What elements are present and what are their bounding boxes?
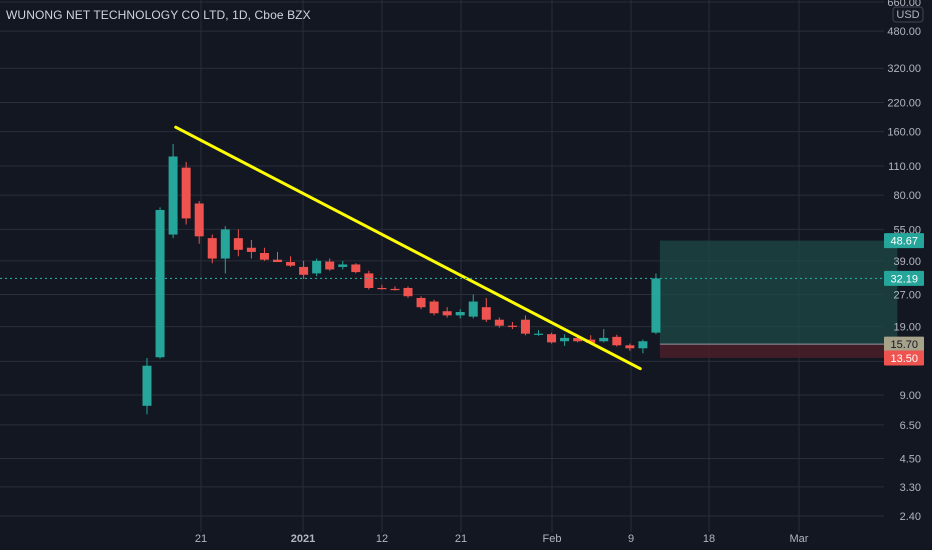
candle-body bbox=[194, 203, 204, 237]
time-tick-label: 21 bbox=[195, 533, 207, 545]
price-tag-bg bbox=[884, 270, 924, 286]
price-tag-label: 48.67 bbox=[890, 236, 918, 248]
candle-body bbox=[207, 238, 217, 259]
price-tag-label: 15.70 bbox=[890, 339, 918, 351]
price-tick-label: 480.00 bbox=[887, 26, 921, 38]
candle-body bbox=[599, 337, 609, 342]
price-tick-label: 9.00 bbox=[900, 390, 921, 402]
time-tick-label: 21 bbox=[455, 533, 467, 545]
time-tick-label: 9 bbox=[628, 533, 634, 545]
candle-body bbox=[233, 238, 243, 250]
candle-body bbox=[273, 259, 282, 263]
candle-body bbox=[468, 301, 478, 317]
price-tick-label: 220.00 bbox=[887, 98, 921, 110]
time-axis[interactable]: 21 2021 12 21 Feb 9 18 Mar bbox=[195, 533, 809, 545]
price-tag: 48.67 bbox=[884, 233, 924, 249]
time-tick-label: 2021 bbox=[291, 533, 315, 545]
candle-body bbox=[416, 297, 426, 308]
price-tag-bg bbox=[884, 350, 924, 366]
time-tick-label: Feb bbox=[543, 533, 562, 545]
price-tag-bg bbox=[884, 233, 924, 249]
price-tag-bg bbox=[884, 336, 924, 352]
currency-badge[interactable]: USD bbox=[892, 6, 924, 23]
candle-body bbox=[259, 252, 269, 260]
candles-layer bbox=[142, 143, 661, 415]
currency-label: USD bbox=[896, 9, 919, 21]
candle-body bbox=[612, 336, 622, 346]
candle-body bbox=[507, 325, 517, 327]
price-tick-label: 80.00 bbox=[893, 190, 921, 202]
candle-body bbox=[325, 261, 335, 270]
candle-body bbox=[547, 334, 557, 343]
candle-body bbox=[377, 287, 387, 290]
price-tick-label: 3.30 bbox=[900, 482, 921, 494]
price-tick-label: 6.50 bbox=[900, 420, 921, 432]
candle-body bbox=[403, 287, 413, 297]
price-tick-label: 160.00 bbox=[887, 127, 921, 139]
profit-zone[interactable] bbox=[659, 240, 898, 345]
price-tick-label: 39.00 bbox=[893, 256, 921, 268]
price-tag: 15.70 bbox=[884, 336, 924, 352]
trendline[interactable] bbox=[174, 125, 642, 371]
candle-body bbox=[246, 247, 256, 252]
candle-body bbox=[286, 262, 296, 266]
candle-body bbox=[299, 266, 309, 275]
candle-body bbox=[181, 167, 191, 219]
candle-body bbox=[520, 319, 530, 334]
candle-body bbox=[651, 278, 661, 333]
candle-body bbox=[455, 312, 465, 316]
candle-body bbox=[573, 337, 583, 342]
candle-body bbox=[364, 273, 374, 288]
candle-body bbox=[390, 288, 400, 291]
price-tag-label: 13.50 bbox=[890, 353, 918, 365]
candle-body bbox=[638, 341, 648, 349]
candle-body bbox=[494, 319, 504, 326]
candle-body bbox=[168, 156, 178, 235]
candle-body bbox=[338, 264, 348, 267]
trendline-layer[interactable] bbox=[174, 125, 642, 371]
price-tag: 13.50 bbox=[884, 350, 924, 366]
price-tick-label: 27.00 bbox=[893, 290, 921, 302]
price-tick-label: 4.50 bbox=[900, 453, 921, 465]
candle-body bbox=[220, 229, 230, 259]
price-tick-label: 19.00 bbox=[893, 322, 921, 334]
loss-zone[interactable] bbox=[659, 344, 898, 358]
candle-body bbox=[429, 301, 439, 314]
position-zones[interactable] bbox=[659, 240, 898, 358]
candle-body bbox=[155, 209, 165, 358]
price-tags: 48.67 32.19 15.70 13.50 bbox=[884, 233, 924, 366]
price-tick-label: 2.40 bbox=[900, 511, 921, 523]
price-tag: 32.19 bbox=[884, 270, 924, 286]
candle-body bbox=[534, 333, 543, 335]
price-tick-label: 320.00 bbox=[887, 63, 921, 75]
candle-body bbox=[625, 345, 635, 349]
candle-body bbox=[351, 264, 361, 273]
chart-title: WUNONG NET TECHNOLOGY CO LTD, 1D, Cboe B… bbox=[6, 8, 311, 22]
candle-body bbox=[442, 311, 452, 316]
time-tick-label: Mar bbox=[790, 533, 809, 545]
price-tick-label: 660.00 bbox=[887, 0, 921, 9]
candle-body bbox=[142, 365, 152, 406]
price-tag-label: 32.19 bbox=[890, 273, 918, 285]
time-tick-label: 18 bbox=[703, 533, 715, 545]
candle-body bbox=[312, 260, 322, 274]
candle-body bbox=[481, 307, 491, 320]
price-tick-label: 110.00 bbox=[888, 161, 921, 173]
candle-body bbox=[560, 337, 570, 342]
time-tick-label: 12 bbox=[376, 533, 388, 545]
